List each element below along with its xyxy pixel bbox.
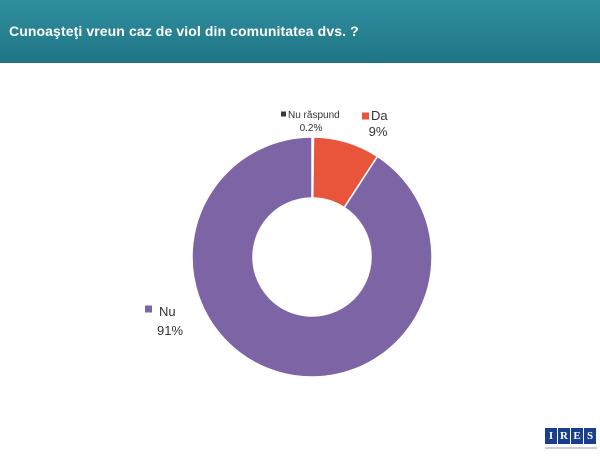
chart-area: Nu răspund 0.2% Da 9% Nu 91%	[0, 63, 600, 464]
logo-letter: I	[545, 428, 557, 444]
slice-label-da: Da	[371, 108, 388, 123]
logo-underline	[545, 447, 597, 449]
slice-nu	[191, 136, 433, 378]
donut-chart: Nu răspund 0.2% Da9% Nu 91%	[145, 108, 433, 378]
slice-label-nu: Nu	[159, 304, 176, 319]
legend-marker-nu-raspund	[281, 111, 286, 117]
legend-marker-da	[362, 112, 369, 120]
slice-label-nu-raspund: Nu răspund	[288, 110, 340, 121]
slice-value-da: 9%	[369, 124, 388, 139]
header-bar: Cunoaşteţi vreun caz de viol din comunit…	[0, 0, 600, 63]
page-title: Cunoaşteţi vreun caz de viol din comunit…	[9, 23, 359, 39]
slice-value-nu-raspund: 0.2%	[300, 123, 323, 134]
slice-value-nu: 91%	[157, 323, 183, 338]
logo-letter: R	[558, 428, 570, 444]
logo-letter: E	[571, 428, 583, 444]
logo-letter: S	[584, 428, 596, 444]
ires-logo: I R E S	[545, 428, 596, 446]
legend-marker-nu	[145, 305, 152, 313]
